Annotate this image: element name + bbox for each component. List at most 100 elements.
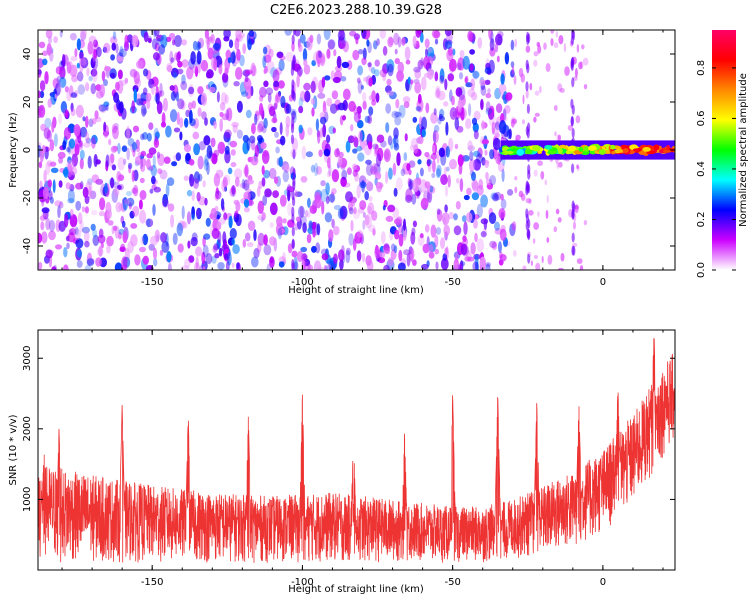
spectrogram-cell: [117, 174, 125, 182]
spectrogram-cell: [280, 135, 286, 146]
spectrogram-cell: [264, 188, 272, 198]
spectrogram-cell: [113, 225, 118, 232]
spectrogram-cell: [232, 124, 238, 134]
spectrogram-cell: [227, 57, 232, 64]
spectrogram-cell: [131, 34, 139, 48]
spectrogram-cell: [59, 76, 67, 88]
colorbar-ticks: 0.0 0.2 0.4 0.6 0.8: [696, 60, 736, 278]
spectrogram-cell: [465, 118, 472, 130]
spectrogram-cell: [416, 189, 420, 199]
spectrogram-cell: [116, 56, 124, 62]
spectrogram-cell: [434, 71, 439, 82]
signal-cell: [615, 149, 625, 153]
signal-cell: [532, 145, 541, 152]
spectrogram-cell: [55, 244, 62, 250]
spectrogram-streak: [527, 253, 531, 264]
spectrogram-cell: [231, 262, 235, 268]
spectrogram-cell: [525, 89, 529, 99]
spectrogram-cell: [166, 177, 175, 187]
spectrogram-cell: [145, 265, 154, 270]
spectrogram-cell: [246, 242, 254, 248]
spectrogram-cell: [135, 139, 140, 149]
snr-y-axis-label: SNR (10 * v/v): [8, 414, 19, 485]
spectrogram-cell: [488, 30, 493, 40]
spectrogram-cell: [469, 49, 475, 55]
spectrogram-cell: [490, 31, 494, 44]
spectrogram-cell: [340, 76, 347, 82]
spectrogram-cell: [276, 216, 283, 227]
spectrogram-cell: [135, 155, 142, 166]
spectrogram-cell: [359, 181, 367, 189]
spectrogram-cell: [84, 206, 89, 214]
spectrogram-cell: [332, 76, 341, 84]
y-tick-label: 20: [22, 96, 33, 109]
spectrogram-cell: [317, 92, 326, 99]
spectrogram-cell: [235, 67, 243, 80]
spectrogram-cell: [219, 102, 226, 111]
spectrogram-cell: [193, 171, 200, 184]
spectrogram-cell: [57, 81, 63, 94]
spectrogram-cell: [232, 244, 240, 255]
spectrogram-cell: [224, 253, 229, 260]
spectrogram-cell: [257, 200, 264, 214]
spectrogram-cell: [250, 155, 259, 166]
snr-y-axis: 1000 2000 3000: [22, 346, 675, 512]
spectrogram-cell: [513, 75, 517, 85]
spectrogram-cell: [312, 51, 321, 65]
spectrogram-cell: [280, 95, 286, 108]
spectrogram-cell: [126, 125, 130, 140]
spectrogram-cell: [474, 232, 478, 243]
spectrogram-cell: [456, 177, 460, 184]
spectrogram-cell: [311, 60, 317, 67]
spectrogram-cell: [154, 94, 158, 103]
spectrogram-cell: [537, 211, 540, 218]
spectrogram-cell: [67, 60, 73, 71]
spectrogram-cell: [122, 196, 128, 211]
spectrogram-streak: [291, 226, 295, 237]
spectrogram-cell: [62, 140, 67, 150]
spectrogram-cell: [459, 50, 465, 58]
spectrogram-cell: [220, 198, 225, 211]
spectrogram-cell: [295, 216, 301, 222]
spectrogram-cell: [79, 139, 84, 150]
spectrogram-cell: [148, 147, 157, 155]
spectrogram-cell: [387, 63, 394, 77]
y-tick-label: 3000: [22, 346, 33, 371]
spectrogram-cell: [385, 122, 390, 133]
spectrogram-cell: [432, 159, 436, 173]
spectrogram-cell: [217, 141, 226, 154]
spectrogram-cell: [533, 255, 539, 259]
spectrogram-cell: [225, 108, 230, 121]
spectrogram-cell: [224, 129, 232, 139]
spectrogram-cell: [214, 253, 220, 259]
spectrogram-cell: [251, 256, 259, 268]
spectrogram-cell: [464, 75, 469, 84]
spectrogram-cell: [227, 167, 233, 175]
spectrogram-cell: [492, 122, 497, 129]
spectrogram-cell: [127, 240, 134, 254]
spectrogram-cell: [91, 55, 99, 70]
spectrogram-cell: [91, 134, 98, 145]
spectrogram-cell: [317, 130, 321, 144]
spectrogram-cell: [299, 33, 306, 44]
spectrogram-cell: [258, 120, 265, 132]
x-tick-label: -150: [141, 577, 164, 588]
spectrogram-cell: [456, 62, 462, 71]
spectrogram-cell: [78, 51, 84, 60]
spectrogram-cell: [231, 121, 239, 128]
spectrogram-cell: [339, 259, 344, 270]
spectrogram-cell: [115, 81, 120, 91]
spectrogram-cell: [155, 86, 159, 93]
spectrogram-cell: [498, 208, 506, 220]
spectrogram-cell: [194, 262, 200, 270]
spectrogram-cell: [148, 78, 155, 89]
spectrogram-cell: [573, 221, 576, 230]
spectrogram-cell: [466, 187, 472, 196]
spectrogram-cell: [400, 168, 406, 177]
spectrogram-cell: [173, 127, 181, 133]
spectrogram-cell: [93, 154, 98, 167]
spectrogram-cell: [299, 215, 307, 226]
spectrogram-cell: [380, 231, 386, 244]
spectrogram-cell: [481, 139, 489, 145]
